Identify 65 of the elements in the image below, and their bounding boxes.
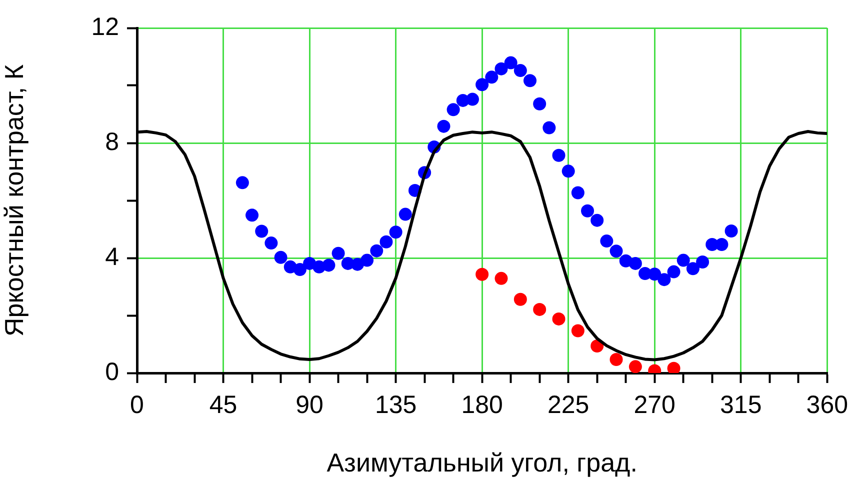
point (610, 352, 623, 366)
x-tick-label: 0 (130, 390, 144, 419)
point (370, 244, 384, 258)
point (514, 64, 527, 78)
y-tick-label: 4 (105, 242, 120, 271)
point (274, 250, 288, 264)
point (264, 236, 278, 250)
point (590, 214, 604, 227)
point (398, 208, 412, 221)
x-tick-label: 135 (374, 390, 417, 419)
point (494, 62, 508, 76)
x-tick-label: 90 (296, 390, 324, 419)
point (581, 204, 594, 218)
x-tick-label: 315 (720, 390, 762, 419)
point (494, 272, 508, 285)
point (552, 312, 566, 326)
point (552, 148, 566, 162)
point (514, 292, 527, 306)
point (236, 176, 249, 190)
point (437, 120, 450, 133)
point (628, 256, 642, 270)
x-axis-title: Азимутальный угол, град. (326, 448, 638, 478)
point (533, 302, 546, 316)
point (485, 70, 498, 84)
x-tick-label: 180 (461, 390, 503, 419)
point (676, 254, 690, 267)
x-tick-label: 360 (806, 390, 848, 419)
point (571, 324, 584, 338)
point (389, 226, 402, 239)
point (658, 273, 671, 286)
y-tick-label: 8 (105, 128, 119, 156)
point (332, 246, 345, 260)
point (476, 78, 489, 92)
y-tick-label: 0 (105, 358, 119, 386)
point (504, 56, 518, 70)
point (696, 256, 710, 269)
point (380, 235, 393, 248)
point (293, 263, 306, 276)
point (667, 362, 680, 373)
point (322, 258, 336, 272)
point (686, 262, 700, 276)
y-tick-label: 12 (91, 12, 119, 41)
y-axis-title: Яркостный контраст, К (0, 64, 29, 336)
point (715, 238, 728, 251)
point (246, 208, 259, 222)
point (590, 339, 604, 352)
point (562, 164, 575, 178)
point (571, 186, 584, 200)
point (466, 92, 479, 106)
x-tick-label: 45 (209, 390, 238, 419)
point (524, 74, 536, 88)
point (667, 265, 680, 278)
point (648, 268, 662, 281)
point (533, 97, 546, 110)
point (360, 254, 374, 267)
point (724, 224, 738, 238)
x-tick-label: 225 (547, 390, 590, 419)
point (446, 103, 460, 116)
point (542, 121, 556, 134)
point (610, 244, 623, 258)
x-tick-label: 270 (634, 390, 676, 419)
point (255, 224, 268, 238)
point (600, 234, 614, 248)
point (628, 360, 642, 373)
point (476, 268, 489, 281)
